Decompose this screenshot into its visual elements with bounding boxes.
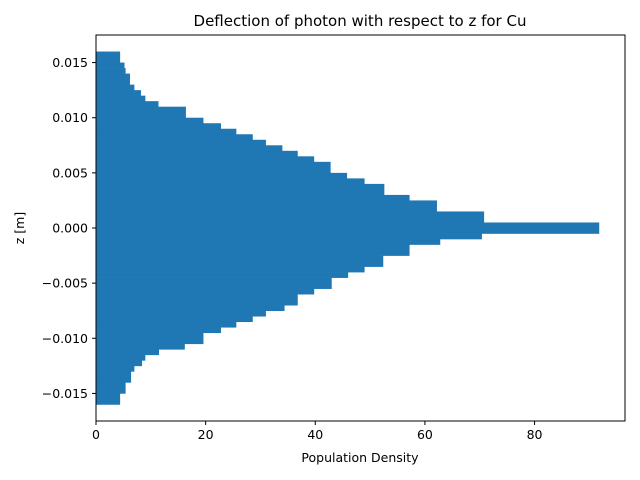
histogram-bar xyxy=(96,310,266,317)
histogram-bar xyxy=(96,360,143,367)
bars-group xyxy=(96,51,600,405)
histogram-bar xyxy=(96,172,348,179)
histogram-bar xyxy=(96,387,126,394)
x-axis-label: Population Density xyxy=(301,450,419,465)
histogram-bar xyxy=(96,266,365,273)
histogram-bar xyxy=(96,73,130,85)
y-tick-label: −0.015 xyxy=(42,386,88,401)
histogram-bar xyxy=(96,398,121,405)
histogram-bar xyxy=(96,134,253,141)
histogram-bar xyxy=(96,95,146,102)
chart-title: Deflection of photon with respect to z f… xyxy=(194,12,527,30)
histogram-bar xyxy=(96,222,600,234)
histogram-bar xyxy=(96,288,315,295)
histogram-bar xyxy=(96,51,121,63)
y-axis: −0.015 −0.010 −0.005 0.000 0.005 0.010 0.015 xyxy=(42,55,96,401)
histogram-bar xyxy=(96,178,365,185)
histogram-bar xyxy=(96,316,253,323)
histogram-bar xyxy=(96,117,204,124)
y-axis-label: z [m] xyxy=(12,212,27,244)
y-tick-label: 0.010 xyxy=(52,110,88,125)
histogram-bar xyxy=(96,161,331,174)
histogram-bar xyxy=(96,106,186,119)
histogram-bar xyxy=(96,382,126,389)
histogram-bar xyxy=(96,255,384,267)
histogram-bar xyxy=(96,365,135,372)
histogram-bar xyxy=(96,101,159,107)
histogram-bar xyxy=(96,371,132,378)
histogram-bar xyxy=(96,194,410,201)
x-tick-label: 20 xyxy=(198,427,214,442)
y-tick-label: −0.005 xyxy=(42,276,88,291)
histogram-bar xyxy=(96,128,237,135)
x-axis: 0 20 40 60 80 xyxy=(92,421,543,442)
histogram-bar xyxy=(96,156,315,163)
histogram-bar xyxy=(96,183,385,196)
y-tick-label: −0.010 xyxy=(42,331,88,346)
histogram-bar xyxy=(96,84,135,91)
histogram-bar xyxy=(96,294,298,306)
histogram-bar xyxy=(96,62,125,69)
histogram-bar xyxy=(96,233,482,240)
histogram-bar xyxy=(96,150,298,157)
y-tick-label: 0.000 xyxy=(52,221,88,236)
histogram-bar xyxy=(96,145,283,152)
histogram-bar xyxy=(96,90,141,96)
histogram-bar xyxy=(96,376,132,383)
histogram-bar xyxy=(96,343,185,350)
x-tick-label: 40 xyxy=(307,427,323,442)
histogram-bar xyxy=(96,123,221,130)
histogram-bar xyxy=(96,68,126,74)
histogram-bar xyxy=(96,239,441,245)
histogram-bar xyxy=(96,244,410,256)
histogram-bar xyxy=(96,354,146,361)
x-tick-label: 0 xyxy=(92,427,100,442)
histogram-bar xyxy=(96,393,121,400)
histogram-bar xyxy=(96,321,237,328)
histogram-bar xyxy=(96,200,437,212)
x-tick-label: 80 xyxy=(527,427,543,442)
x-tick-label: 60 xyxy=(417,427,433,442)
histogram-bar xyxy=(96,211,485,223)
y-tick-label: 0.005 xyxy=(52,165,88,180)
histogram-bar xyxy=(96,139,266,146)
histogram-bar xyxy=(96,272,349,278)
y-tick-label: 0.015 xyxy=(52,55,88,70)
histogram-bar xyxy=(96,277,332,289)
histogram-bar xyxy=(96,349,160,356)
histogram-bar xyxy=(96,327,221,334)
histogram-bar xyxy=(96,305,285,312)
histogram-bar xyxy=(96,332,204,345)
